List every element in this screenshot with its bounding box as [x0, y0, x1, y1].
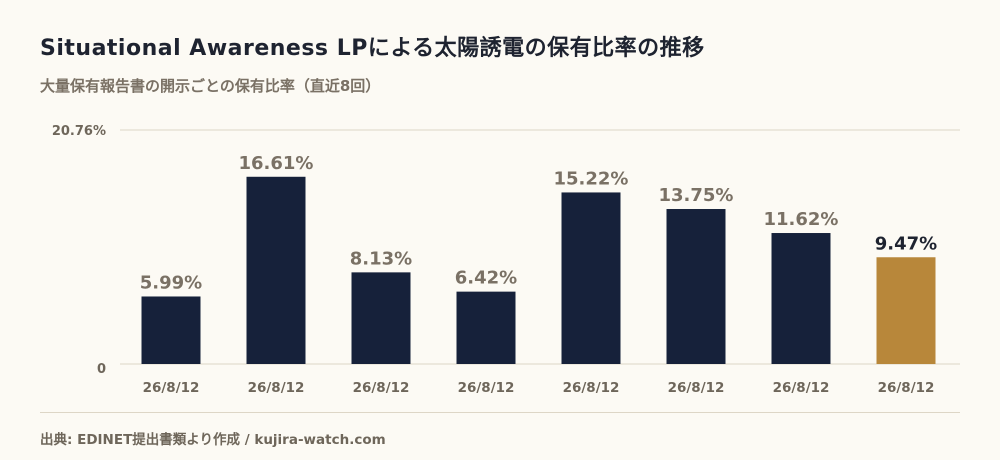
bar-7	[771, 233, 831, 364]
source-note: 出典: EDINET提出書類より作成 / kujira-watch.com	[40, 432, 386, 448]
chart-subtitle: 大量保有報告書の開示ごとの保有比率（直近8回）	[40, 77, 381, 95]
y-tick-label-max: 20.76%	[52, 124, 106, 139]
value-label-4: 6.42%	[455, 268, 517, 289]
bar-1	[141, 296, 201, 364]
value-label-5: 15.22%	[554, 168, 629, 189]
value-label-7: 11.62%	[764, 209, 839, 230]
bar-3	[351, 272, 411, 364]
bar-2	[246, 176, 306, 364]
x-tick-label-5: 26/8/12	[563, 380, 620, 396]
chart-title: Situational Awareness LPによる太陽誘電の保有比率の推移	[40, 36, 705, 61]
x-tick-label-7: 26/8/12	[773, 380, 830, 396]
x-tick-label-2: 26/8/12	[248, 380, 305, 396]
x-tick-label-3: 26/8/12	[353, 380, 410, 396]
value-label-1: 5.99%	[140, 272, 202, 293]
y-tick-label-zero: 0	[97, 362, 106, 377]
value-label-2: 16.61%	[239, 153, 314, 174]
bar-5	[561, 192, 621, 364]
bar-8	[876, 257, 936, 364]
value-label-3: 8.13%	[350, 248, 412, 269]
x-tick-label-4: 26/8/12	[458, 380, 515, 396]
bar-6	[666, 209, 726, 364]
value-label-6: 13.75%	[659, 185, 734, 206]
value-label-8: 9.47%	[875, 233, 937, 254]
x-tick-label-6: 26/8/12	[668, 380, 725, 396]
x-tick-label-1: 26/8/12	[143, 380, 200, 396]
footer-divider	[40, 412, 960, 413]
x-tick-label-8: 26/8/12	[878, 380, 935, 396]
bar-4	[456, 291, 516, 364]
